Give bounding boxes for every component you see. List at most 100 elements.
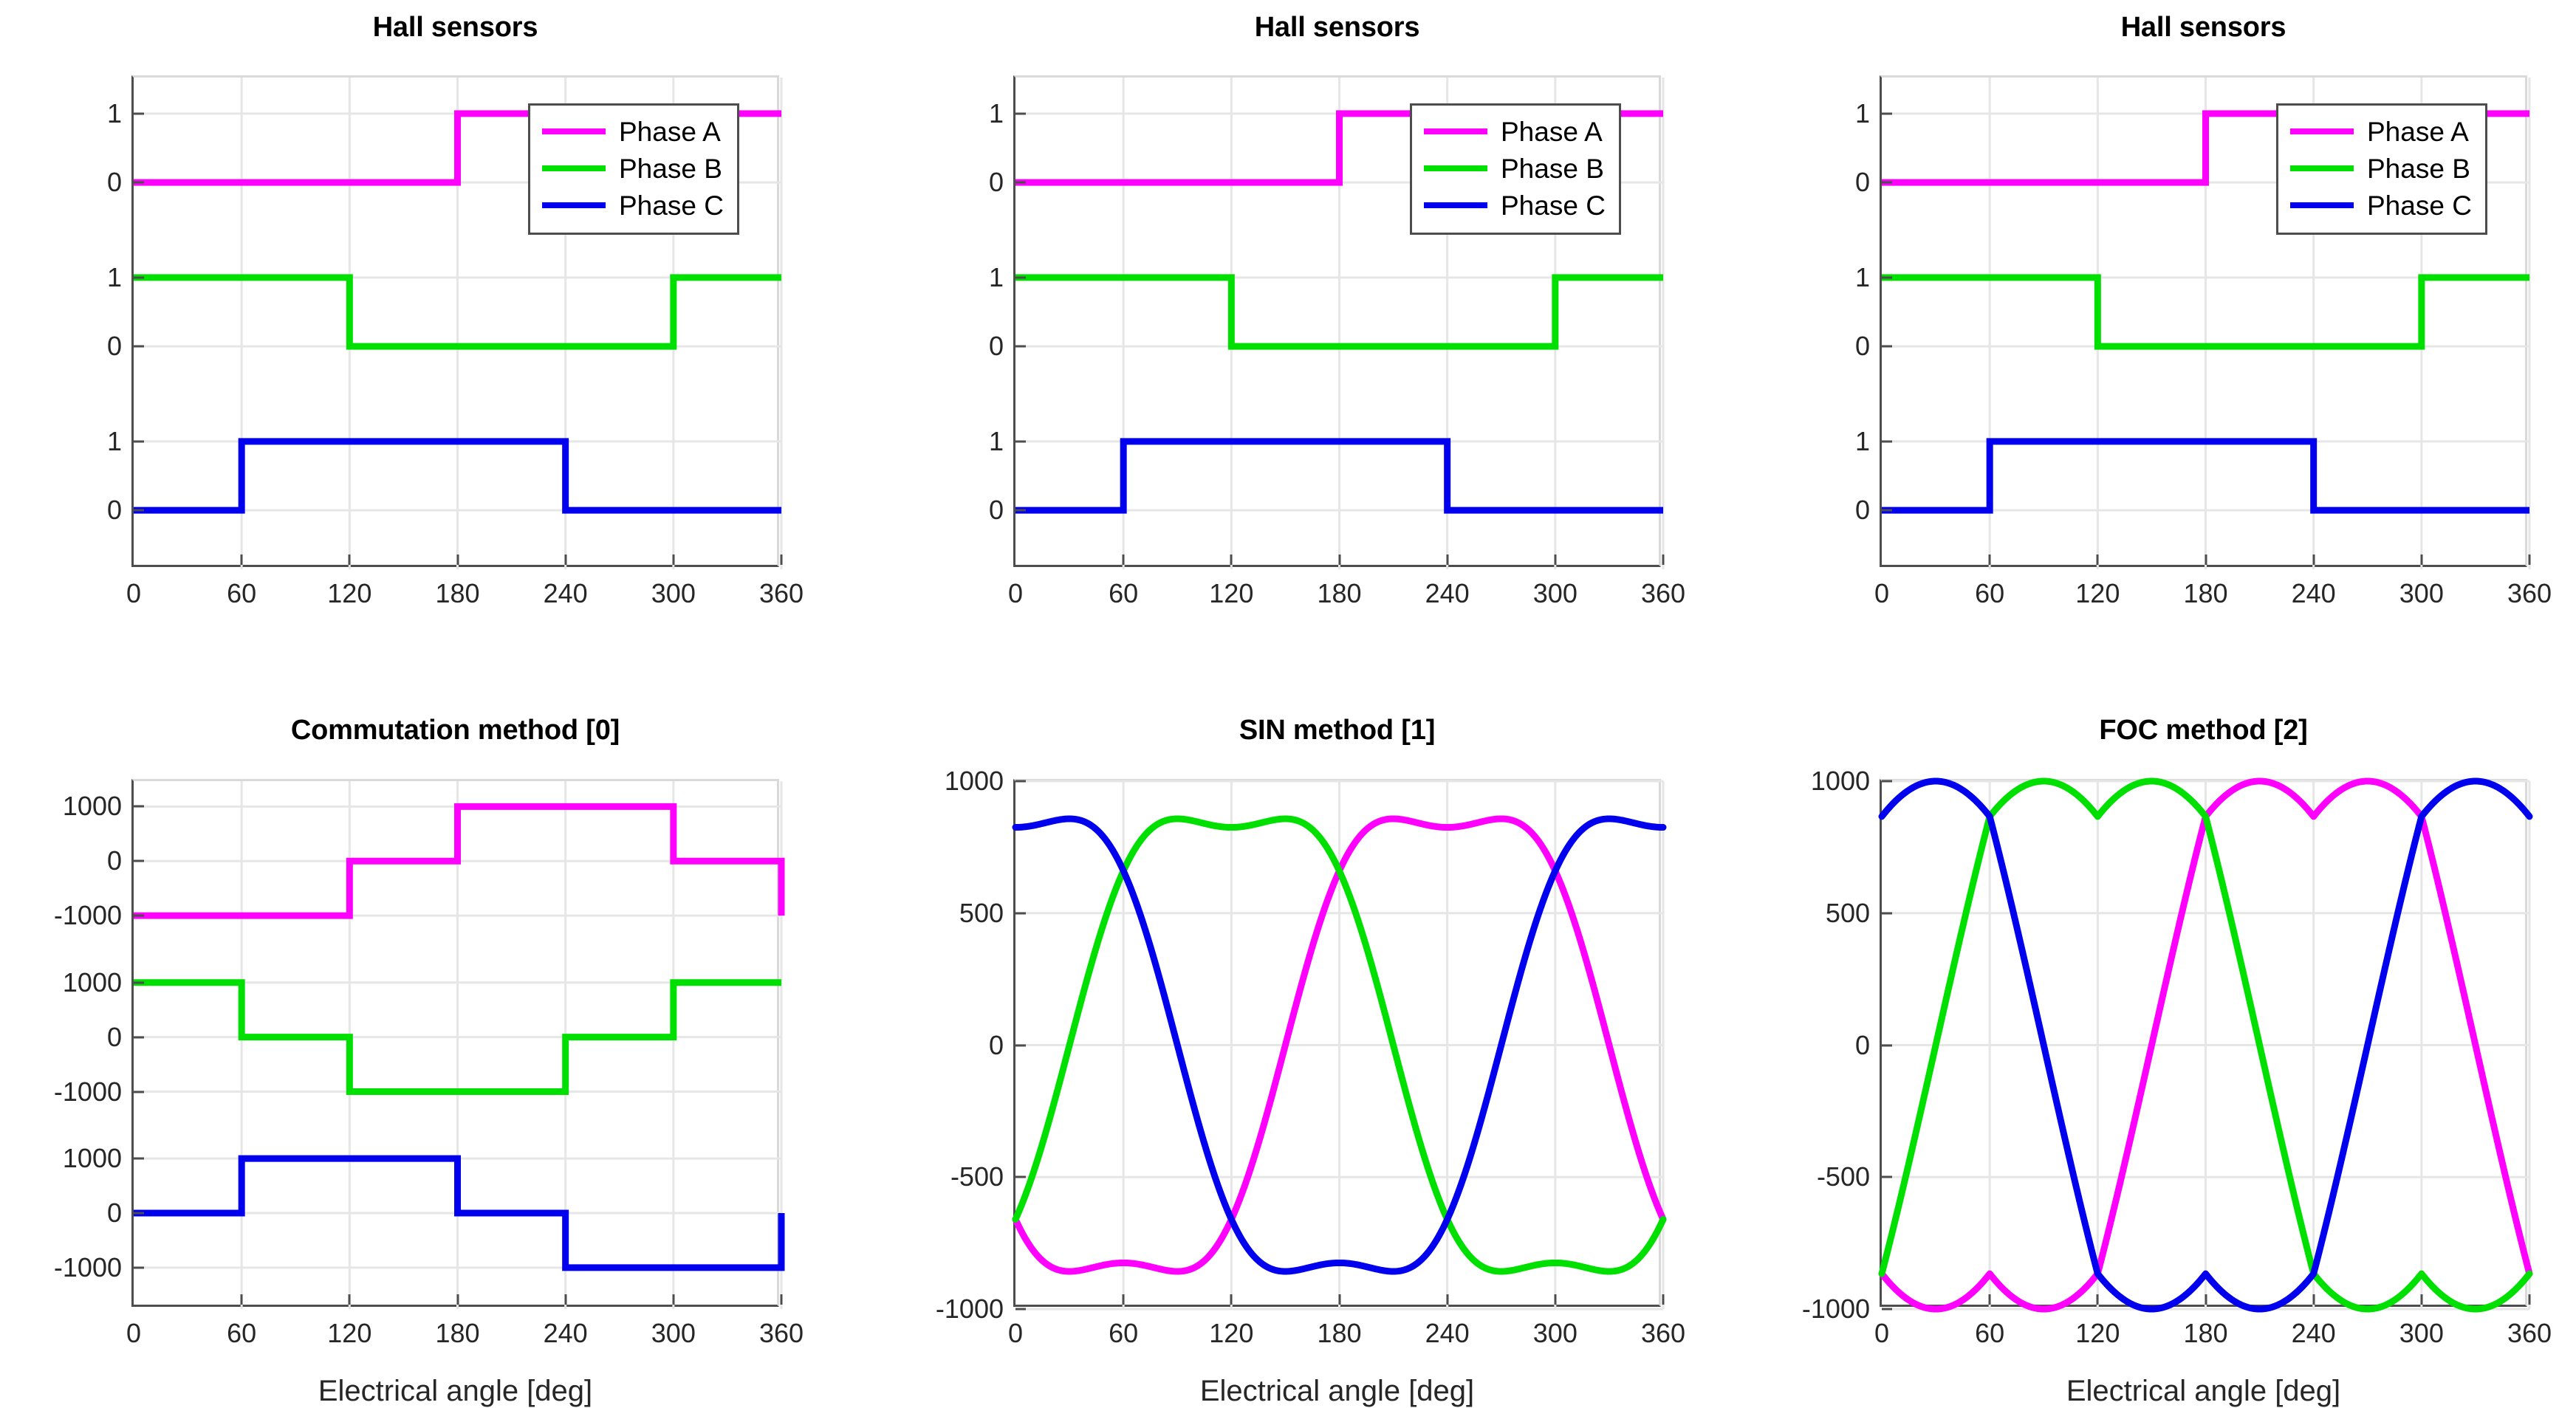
ytick-label-hall-3-0: 1 <box>1854 97 1870 128</box>
series-commutation-phase-a <box>134 803 785 919</box>
legend-swatch-phase-a <box>2290 128 2354 134</box>
ytick-mark-commutation-1 <box>134 859 144 862</box>
xtick-label-sin-5: 300 <box>1532 1318 1578 1348</box>
xtick-mark-foc-2 <box>2096 1294 2099 1305</box>
xtick-mark-foc-3 <box>2205 1294 2207 1305</box>
xtick-mark-sin-2 <box>1230 1294 1233 1305</box>
legend-swatch-phase-b <box>542 165 606 171</box>
ytick-label-hall-3-2: 1 <box>1854 261 1870 292</box>
legend-label-phase-a: Phase A <box>619 116 721 147</box>
series-foc-phase-c <box>1878 777 2533 1313</box>
xtick-mark-hall-2-1 <box>1122 554 1125 565</box>
ytick-mark-hall-1-3 <box>134 345 144 348</box>
xtick-mark-foc-4 <box>2312 1294 2315 1305</box>
xtick-mark-hall-1-6 <box>780 554 783 565</box>
legend-label-phase-b: Phase B <box>619 153 722 184</box>
legend-item-phase-c[interactable]: Phase C <box>2290 187 2472 224</box>
ytick-mark-hall-2-2 <box>1015 276 1026 279</box>
xtick-mark-hall-1-5 <box>672 554 675 565</box>
xtick-label-commutation-0: 0 <box>126 1318 142 1348</box>
xtick-label-hall-2-0: 0 <box>1007 578 1024 608</box>
xtick-label-hall-2-2: 120 <box>1209 578 1254 608</box>
xtick-label-sin-3: 180 <box>1317 1318 1362 1348</box>
legend-swatch-phase-a <box>542 128 606 134</box>
xtick-label-commutation-4: 240 <box>543 1318 588 1348</box>
legend-label-phase-b: Phase B <box>2367 153 2470 184</box>
legend-label-phase-a: Phase A <box>1501 116 1603 147</box>
xtick-label-hall-3-0: 0 <box>1874 578 1890 608</box>
xtick-label-hall-1-1: 60 <box>227 578 257 608</box>
ytick-label-sin-2: 0 <box>988 1029 1004 1060</box>
xtick-label-sin-4: 240 <box>1425 1318 1470 1348</box>
xtick-mark-sin-5 <box>1554 1294 1557 1305</box>
legend-swatch-phase-b <box>1424 165 1487 171</box>
ytick-mark-hall-3-1 <box>1882 181 1892 184</box>
xtick-label-foc-4: 240 <box>2291 1318 2336 1348</box>
xtick-mark-foc-6 <box>2528 1294 2531 1305</box>
xaxis-label-commutation: Electrical angle [deg] <box>318 1375 593 1407</box>
legend-item-phase-a[interactable]: Phase A <box>542 113 724 150</box>
xtick-label-sin-0: 0 <box>1007 1318 1024 1348</box>
ytick-mark-commutation-5 <box>134 1091 144 1093</box>
ytick-label-sin-1: 500 <box>959 897 1004 928</box>
legend-item-phase-a[interactable]: Phase A <box>1424 113 1606 150</box>
ytick-mark-hall-2-1 <box>1015 181 1026 184</box>
legend-hall-2: Phase A Phase B Phase C <box>1410 103 1621 235</box>
legend-item-phase-b[interactable]: Phase B <box>542 150 724 187</box>
ytick-mark-hall-3-4 <box>1882 440 1892 443</box>
xtick-mark-commutation-4 <box>564 1294 567 1305</box>
chart-title-foc: FOC method [2] <box>2099 715 2308 746</box>
ytick-label-hall-2-1: 0 <box>988 167 1004 198</box>
xtick-mark-hall-2-6 <box>1662 554 1665 565</box>
legend-item-phase-b[interactable]: Phase B <box>2290 150 2472 187</box>
ytick-label-hall-1-0: 1 <box>106 97 122 128</box>
legend-swatch-phase-c <box>2290 202 2354 208</box>
ytick-label-commutation-2: -1000 <box>53 900 122 931</box>
ytick-mark-sin-1 <box>1015 912 1026 915</box>
ytick-mark-commutation-4 <box>134 1036 144 1039</box>
ytick-mark-hall-2-4 <box>1015 440 1026 443</box>
ytick-mark-commutation-8 <box>134 1266 144 1269</box>
ytick-mark-commutation-7 <box>134 1212 144 1215</box>
xtick-mark-foc-5 <box>2420 1294 2423 1305</box>
xtick-label-commutation-1: 60 <box>227 1318 257 1348</box>
ytick-label-hall-1-4: 1 <box>106 425 122 456</box>
ytick-label-sin-0: 1000 <box>944 766 1004 796</box>
ytick-label-hall-2-3: 0 <box>988 331 1004 362</box>
ytick-label-commutation-8: -1000 <box>53 1251 122 1282</box>
series-hall-3-phase-c <box>1882 438 2529 514</box>
ytick-label-commutation-7: 0 <box>106 1197 122 1228</box>
legend-item-phase-c[interactable]: Phase C <box>1424 187 1606 224</box>
ytick-mark-hall-2-0 <box>1015 112 1026 115</box>
ytick-mark-commutation-2 <box>134 914 144 917</box>
ytick-mark-foc-1 <box>1882 912 1892 915</box>
chart-title-commutation: Commutation method [0] <box>290 715 620 746</box>
ytick-label-hall-3-5: 0 <box>1854 495 1870 526</box>
legend-item-phase-b[interactable]: Phase B <box>1424 150 1606 187</box>
xtick-label-foc-2: 120 <box>2075 1318 2120 1348</box>
ytick-mark-hall-3-3 <box>1882 345 1892 348</box>
ytick-mark-commutation-6 <box>134 1157 144 1160</box>
ytick-label-hall-3-3: 0 <box>1854 331 1870 362</box>
ytick-label-commutation-1: 0 <box>106 845 122 876</box>
xtick-label-foc-5: 300 <box>2399 1318 2444 1348</box>
xtick-label-hall-1-4: 240 <box>543 578 588 608</box>
xtick-label-hall-2-3: 180 <box>1317 578 1362 608</box>
chart-title-hall-2: Hall sensors <box>1254 12 1420 43</box>
ytick-label-foc-3: -500 <box>1816 1161 1870 1192</box>
xtick-label-hall-2-4: 240 <box>1425 578 1470 608</box>
legend-item-phase-c[interactable]: Phase C <box>542 187 724 224</box>
ytick-mark-hall-3-5 <box>1882 509 1892 512</box>
series-sin-phase-c <box>1012 815 1667 1275</box>
ytick-label-hall-2-2: 1 <box>988 261 1004 292</box>
chart-title-hall-1: Hall sensors <box>372 12 538 43</box>
ytick-mark-hall-1-0 <box>134 112 144 115</box>
ytick-label-foc-4: -1000 <box>1801 1294 1870 1324</box>
xtick-label-sin-6: 360 <box>1640 1318 1686 1348</box>
ytick-mark-commutation-0 <box>134 805 144 808</box>
xtick-mark-sin-6 <box>1662 1294 1665 1305</box>
xtick-label-hall-3-5: 300 <box>2399 578 2444 608</box>
legend-item-phase-a[interactable]: Phase A <box>2290 113 2472 150</box>
